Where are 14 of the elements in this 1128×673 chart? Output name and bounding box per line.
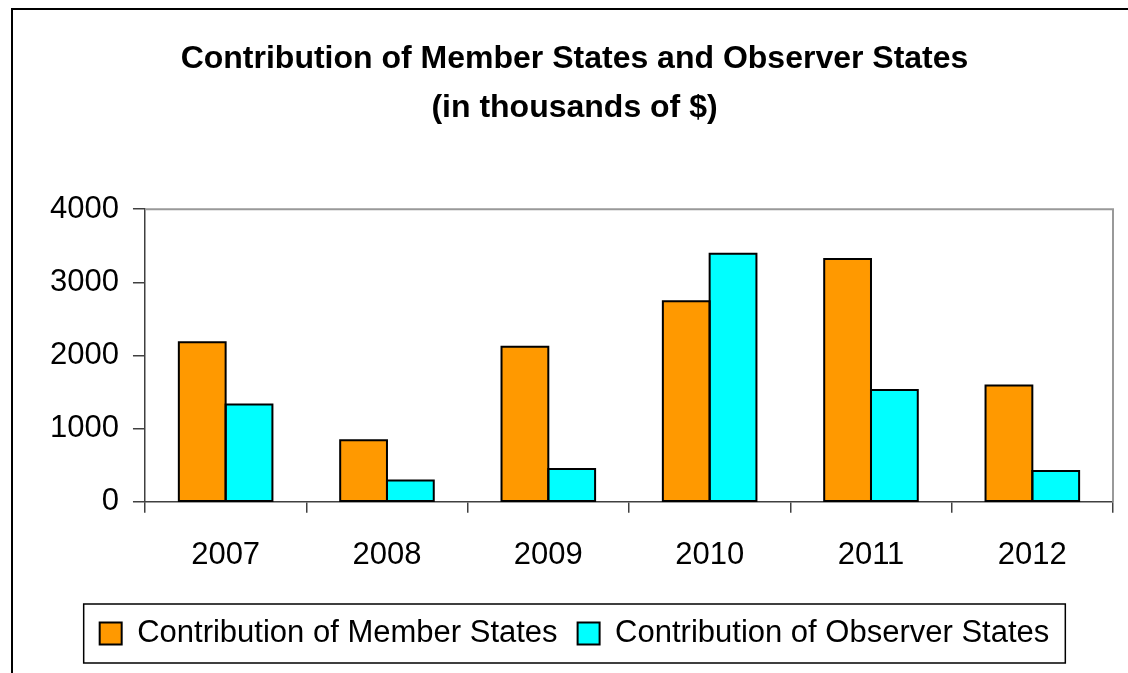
chart-title: Contribution of Member States and Observer States (in thousands of $) <box>180 38 969 125</box>
x-tick-label: 2007 <box>191 535 261 571</box>
x-tick-label: 2010 <box>675 535 745 571</box>
legend-label: Contribution of Member States <box>137 614 558 650</box>
legend-label: Contribution of Observer States <box>615 614 1050 650</box>
x-tick-label: 2011 <box>837 535 905 571</box>
x-tick-label: 2012 <box>997 535 1067 571</box>
x-tick-label: 2009 <box>513 535 583 571</box>
y-tick-label: 2000 <box>49 336 119 372</box>
y-tick-label: 1000 <box>49 409 119 445</box>
y-tick-label: 4000 <box>49 189 119 225</box>
x-tick-label: 2008 <box>352 535 422 571</box>
y-tick-label: 3000 <box>49 262 119 298</box>
y-tick-label: 0 <box>101 482 119 518</box>
